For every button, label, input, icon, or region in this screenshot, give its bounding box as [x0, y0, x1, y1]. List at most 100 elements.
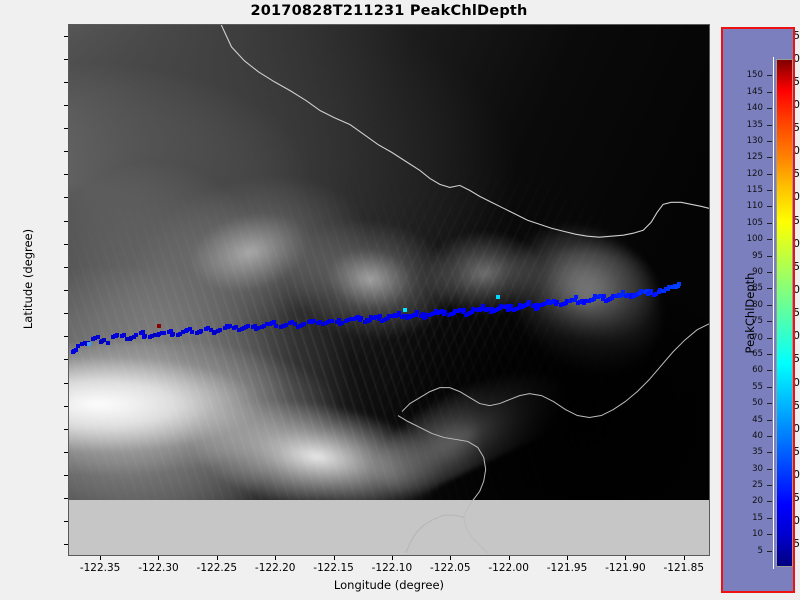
scatter-point [208, 328, 213, 333]
colorbar-tick-mark [767, 403, 772, 405]
map-plot-area[interactable] [68, 24, 710, 556]
colorbar-tick-label: 30 [752, 463, 763, 474]
scatter-point [428, 313, 433, 318]
scatter-point [477, 307, 482, 312]
scatter-point [162, 330, 167, 335]
scatter-point [486, 307, 491, 312]
scatter-point [583, 298, 588, 303]
scatter-point [574, 295, 579, 300]
scatter-point [80, 341, 85, 346]
scatter-point [505, 303, 510, 308]
scatter-point [134, 333, 139, 338]
scatter-point [575, 300, 580, 305]
scatter-point [290, 320, 295, 325]
colorbar-axis-line [773, 57, 775, 569]
x-tick-label: -121.95 [546, 562, 588, 574]
y-tick-mark [64, 174, 68, 176]
colorbar-tick-label: 95 [752, 250, 763, 261]
scatter-point [582, 301, 587, 306]
scatter-point [211, 330, 216, 335]
scatter-point [84, 342, 89, 347]
scatter-point [610, 295, 615, 300]
colorbar-panel[interactable]: PeakChlDepth 150 145 140 135 130 125 120 115 110… [721, 27, 795, 593]
scatter-point [598, 294, 603, 299]
scatter-point [540, 303, 545, 308]
scatter-point [536, 303, 541, 308]
scatter-point [334, 319, 339, 324]
colorbar-tick-mark [767, 255, 772, 257]
scatter-point [648, 288, 653, 293]
scatter-point [404, 316, 409, 321]
scatter-point [110, 335, 115, 340]
scatter-point [495, 306, 500, 311]
scatter-point [663, 287, 668, 292]
x-tick-label: -122.00 [488, 562, 529, 574]
colorbar-tick-mark [767, 304, 772, 306]
colorbar-tick-mark [767, 157, 772, 159]
scatter-point [430, 311, 435, 316]
x-tick-mark [158, 556, 160, 560]
scatter-point [579, 298, 584, 303]
scatter-point [318, 319, 323, 324]
colorbar-tick-label: 135 [746, 119, 763, 130]
colorbar-tick-label: 115 [746, 185, 763, 196]
x-tick-mark [567, 556, 568, 560]
scatter-point [654, 291, 659, 296]
colorbar-tick-label: 45 [752, 414, 763, 425]
colorbar-tick-mark [767, 288, 772, 290]
y-tick-mark [64, 428, 68, 430]
scatter-point [250, 325, 255, 330]
colorbar-tick-mark [767, 370, 772, 372]
scatter-point [589, 297, 594, 302]
colorbar-tick-label: 125 [746, 152, 763, 163]
scatter-point-outlier [495, 295, 500, 300]
scatter-point [645, 288, 650, 293]
scatter-point [601, 296, 606, 301]
scatter-point [344, 319, 349, 324]
colorbar-tick-label: 55 [752, 381, 763, 392]
scatter-point [400, 315, 405, 320]
scatter-point [411, 313, 416, 318]
colorbar-tick-mark [767, 452, 772, 454]
colorbar-tick-label: 85 [752, 283, 763, 294]
x-tick-mark [625, 556, 627, 560]
scatter-point [262, 323, 267, 328]
scatter-point [638, 291, 643, 296]
scatter-point [327, 319, 332, 324]
y-tick-mark [64, 81, 68, 83]
scatter-point [194, 331, 199, 336]
scatter-point [467, 310, 472, 315]
scatter-point [168, 328, 173, 333]
colorbar-tick-mark [767, 485, 772, 487]
colorbar-tick-mark [767, 222, 772, 224]
y-tick-mark [64, 359, 68, 361]
scatter-point [190, 329, 195, 334]
y-tick-mark [64, 58, 68, 60]
scatter-point [645, 292, 650, 297]
scatter-point [337, 321, 342, 326]
scatter-point [666, 287, 671, 292]
scatter-point [166, 329, 171, 334]
scatter-point [463, 312, 468, 317]
scatter-point [264, 322, 269, 327]
y-tick-mark [64, 197, 68, 199]
scatter-point [330, 318, 335, 323]
y-tick-mark [64, 313, 68, 315]
scatter-point [418, 313, 423, 318]
scatter-point [292, 322, 297, 327]
scatter-point [568, 299, 573, 304]
scatter-point [554, 301, 559, 306]
y-tick-mark [64, 151, 68, 153]
scatter-point [377, 314, 382, 319]
x-tick-mark [216, 556, 218, 560]
scatter-point [533, 306, 538, 311]
scatter-point [519, 304, 524, 309]
scatter-point [271, 319, 276, 324]
scatter-point [449, 312, 454, 317]
scatter-point [323, 321, 328, 326]
scatter-point [542, 302, 547, 307]
y-tick-mark [64, 451, 68, 453]
colorbar-tick-label: 10 [752, 529, 763, 540]
scatter-point [183, 328, 188, 333]
